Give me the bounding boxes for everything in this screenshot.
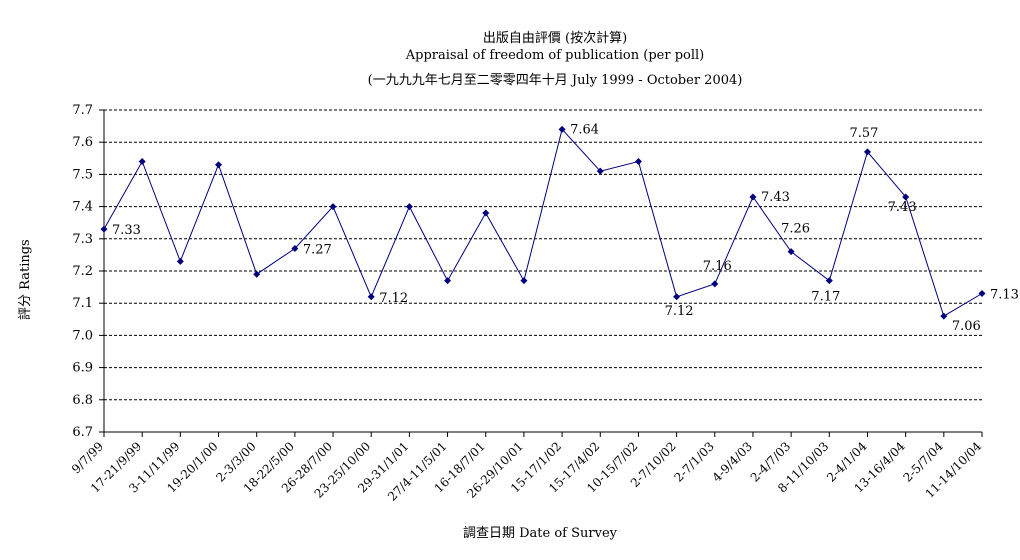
x-axis-label: 調查日期 Date of Survey — [462, 526, 617, 541]
chart-subtitle: Appraisal of freedom of publication (per… — [405, 48, 705, 63]
data-label: 7.16 — [703, 259, 732, 274]
data-label: 7.26 — [781, 222, 810, 237]
data-point — [176, 257, 184, 265]
data-point — [253, 270, 261, 278]
data-point — [444, 277, 452, 285]
data-point — [596, 167, 604, 175]
data-point — [520, 277, 528, 285]
x-tick-label: 2-7/1/03 — [671, 439, 716, 484]
data-point — [940, 312, 948, 320]
y-tick-label: 6.9 — [72, 361, 93, 376]
y-tick-label: 7.3 — [72, 232, 93, 247]
data-point — [405, 203, 413, 211]
y-tick-label: 7.5 — [72, 167, 93, 182]
data-point — [138, 158, 146, 166]
data-label: 7.12 — [379, 291, 408, 306]
data-label: 7.06 — [952, 319, 981, 334]
y-tick-label: 7.6 — [72, 135, 93, 150]
data-point — [367, 293, 375, 301]
data-label: 7.33 — [112, 223, 141, 238]
data-label: 7.13 — [990, 288, 1019, 303]
data-point — [329, 203, 337, 211]
y-tick-label: 6.7 — [72, 425, 93, 440]
data-point — [558, 125, 566, 133]
y-tick-label: 7.1 — [72, 296, 93, 311]
data-point — [634, 158, 642, 166]
data-point — [215, 161, 223, 169]
y-tick-label: 7.7 — [72, 103, 93, 118]
chart-subtitle-period: (一九九九年七月至二零零四年十月 July 1999 - October 200… — [367, 73, 743, 88]
chart-title: 出版自由評價 (按次計算) — [482, 31, 628, 46]
y-tick-label: 7.0 — [72, 328, 93, 343]
data-point — [482, 209, 490, 217]
y-tick-label: 6.8 — [72, 393, 93, 408]
data-label: 7.57 — [849, 126, 878, 141]
data-point — [902, 193, 910, 201]
x-tick-label: 4-9/4/03 — [710, 439, 755, 484]
data-point — [825, 277, 833, 285]
data-label: 7.64 — [570, 122, 599, 137]
data-point — [863, 148, 871, 156]
y-tick-label: 7.4 — [72, 200, 93, 215]
data-label: 7.12 — [665, 304, 694, 319]
series-line — [103, 128, 983, 317]
data-point — [787, 248, 795, 256]
data-label: 7.43 — [888, 200, 917, 215]
y-axis-label: 評分 Ratings — [18, 239, 33, 320]
y-tick-label: 7.2 — [72, 264, 93, 279]
data-point — [711, 280, 719, 288]
data-label: 7.43 — [761, 190, 790, 205]
data-point — [749, 193, 757, 201]
x-tick-label: 9/7/99 — [69, 439, 106, 476]
data-point — [291, 244, 299, 252]
data-point — [978, 290, 986, 298]
data-point — [673, 293, 681, 301]
data-label: 7.17 — [811, 290, 840, 305]
data-point — [100, 225, 108, 233]
data-label: 7.27 — [303, 242, 332, 257]
